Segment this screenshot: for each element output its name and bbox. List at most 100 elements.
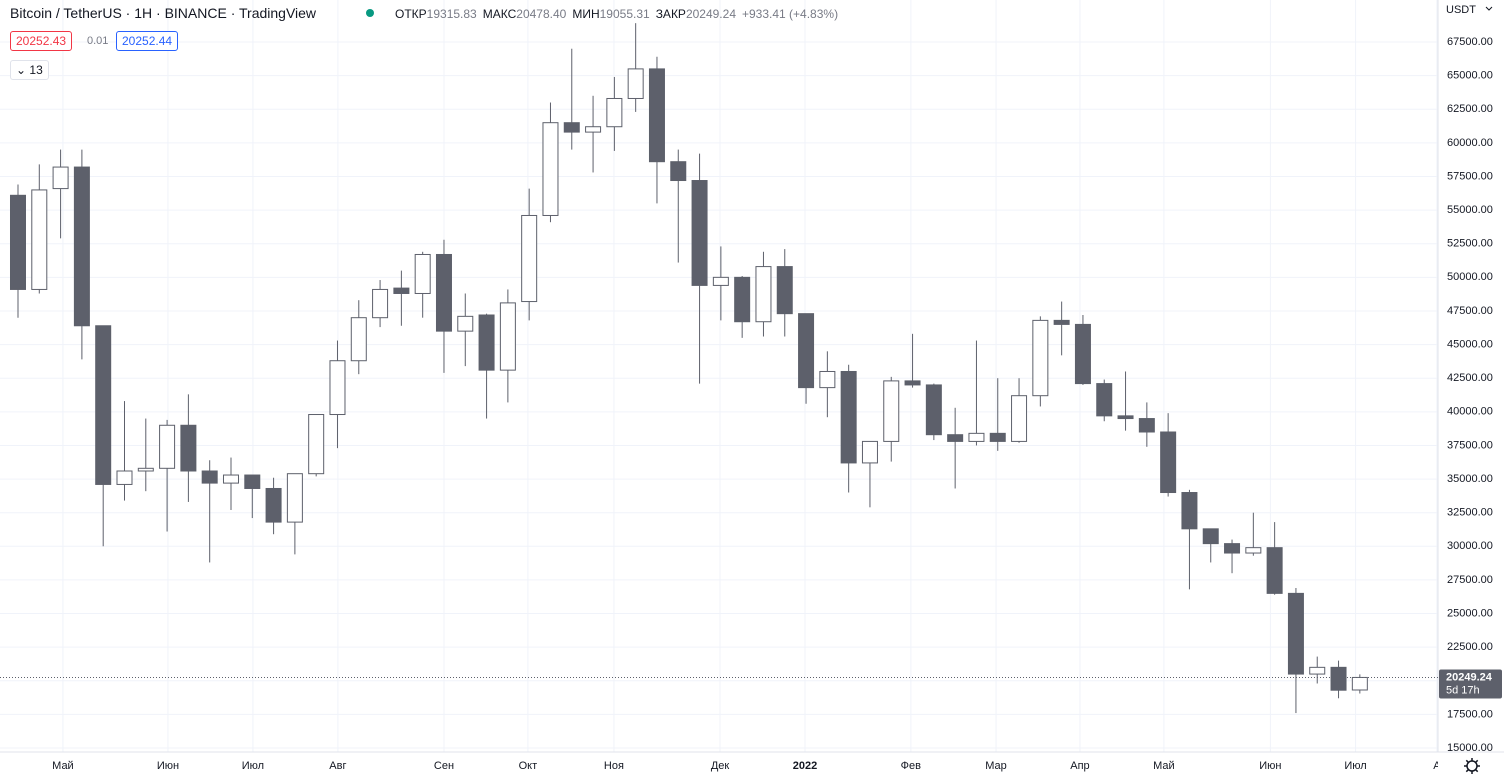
candle-body <box>1032 319 1049 397</box>
price-tag-countdown: 5d 17h <box>1446 684 1480 696</box>
candle-body <box>1202 528 1219 545</box>
candle-body <box>201 470 218 484</box>
ohlc-legend: ОТКР19315.83 МАКС20478.40 МИН19055.31 ЗАКР2… <box>395 7 838 21</box>
x-tick-label: Июн <box>1259 760 1281 772</box>
y-tick-label: 52500.00 <box>1447 238 1493 250</box>
x-tick-label: Авг <box>329 760 346 772</box>
candle-body <box>861 440 878 464</box>
x-tick-label: 2022 <box>793 760 817 772</box>
candle-body <box>31 189 48 290</box>
candle-body <box>968 432 985 442</box>
candle-body <box>648 68 665 163</box>
candle-body <box>478 314 495 371</box>
legend-label: ЗАКР <box>655 7 686 21</box>
candle-body <box>1138 418 1155 433</box>
candle-body <box>819 370 836 389</box>
candle-body <box>883 380 900 442</box>
y-tick-label: 42500.00 <box>1447 372 1493 384</box>
candles <box>9 23 1368 714</box>
candle-body <box>1074 323 1091 385</box>
indicators-toggle[interactable]: ⌄ 13 <box>10 60 49 80</box>
candle-body <box>1117 415 1134 420</box>
y-tick-label: 62500.00 <box>1447 103 1493 115</box>
candle-body <box>1181 492 1198 530</box>
candle-body <box>1011 395 1028 442</box>
symbol-title[interactable]: Bitcoin / TetherUS · 1H · BINANCE · Trad… <box>10 5 317 21</box>
y-tick-label: 25000.00 <box>1447 607 1493 619</box>
gear-teeth <box>1464 758 1480 774</box>
y-tick-label: 50000.00 <box>1447 271 1493 283</box>
candle-body <box>1224 543 1241 554</box>
spread: 0.01 <box>87 35 109 47</box>
y-tick-label: 57500.00 <box>1447 170 1493 182</box>
legend-value: 19315.83 <box>426 7 477 21</box>
candle-body <box>947 434 964 442</box>
candle-body <box>1351 676 1368 691</box>
price-axis-bg <box>1438 0 1504 782</box>
legend-label: МИН <box>572 7 600 21</box>
candle-body <box>798 313 815 389</box>
candle-body <box>1287 592 1304 675</box>
candle-body <box>222 474 239 484</box>
y-tick-label: 60000.00 <box>1447 137 1493 149</box>
candle-body <box>755 266 772 323</box>
candle-body <box>9 194 26 290</box>
y-tick-label: 35000.00 <box>1447 473 1493 485</box>
legend-value: 20478.40 <box>516 7 567 21</box>
x-tick-label: Сен <box>434 760 454 772</box>
bid[interactable]: 20252.43 <box>10 31 73 51</box>
settings-icon[interactable] <box>1464 758 1480 774</box>
candle-body <box>712 276 729 286</box>
candle-body <box>244 474 261 489</box>
legend-label: ОТКР <box>395 7 427 21</box>
candle-body <box>286 473 303 523</box>
market-status[interactable] <box>366 9 374 17</box>
x-tick-label: Июл <box>242 760 264 772</box>
candle-body <box>180 424 197 472</box>
y-tick-label: 15000.00 <box>1447 742 1493 754</box>
candle-body <box>457 315 474 332</box>
x-tick-label: Дек <box>711 760 730 772</box>
y-tick-label: 67500.00 <box>1447 36 1493 48</box>
y-tick-label: 65000.00 <box>1447 70 1493 82</box>
caret: ⌄ <box>16 63 30 77</box>
candle-body <box>393 287 410 294</box>
candle-body <box>52 166 69 190</box>
candle-body <box>585 126 602 133</box>
candle-body <box>925 384 942 436</box>
candle-body <box>1096 383 1113 417</box>
candle-body <box>1266 547 1283 594</box>
candle-body <box>1053 319 1070 325</box>
ask[interactable]: 20252.44 <box>116 31 179 51</box>
candle-body <box>329 360 346 416</box>
y-tick-label: 47500.00 <box>1447 305 1493 317</box>
x-tick-label: Июл <box>1344 760 1366 772</box>
candle-body <box>308 414 325 475</box>
legend-change: +933.41 (+4.83%) <box>742 7 839 21</box>
candle-body <box>904 380 921 386</box>
y-tick-label: 37500.00 <box>1447 439 1493 451</box>
candle-body <box>435 253 452 332</box>
candle-body <box>840 370 857 464</box>
candle-body <box>159 424 176 469</box>
candle-body <box>734 276 751 323</box>
y-tick-label: 55000.00 <box>1447 204 1493 216</box>
x-tick-label: Май <box>1153 760 1175 772</box>
candle-body <box>1309 666 1326 675</box>
price-tag-label: 20249.24 <box>1446 671 1493 683</box>
candle-body <box>670 161 687 182</box>
x-tick-label: Май <box>52 760 74 772</box>
candle-body <box>414 253 431 294</box>
candle-body <box>1245 547 1262 554</box>
legend-value: 19055.31 <box>599 7 650 21</box>
x-axis: Май Июн Июл Авг Сен Окт Ноя Дек 2022 Фев Мар Апр Май… <box>52 760 1441 772</box>
candle-body <box>691 180 708 286</box>
candle-body <box>116 470 133 485</box>
currency[interactable]: USDT <box>1446 4 1476 16</box>
candle-body <box>542 122 559 216</box>
candle-body <box>350 317 367 362</box>
candle-body <box>265 487 282 523</box>
candle-body <box>1160 431 1177 494</box>
